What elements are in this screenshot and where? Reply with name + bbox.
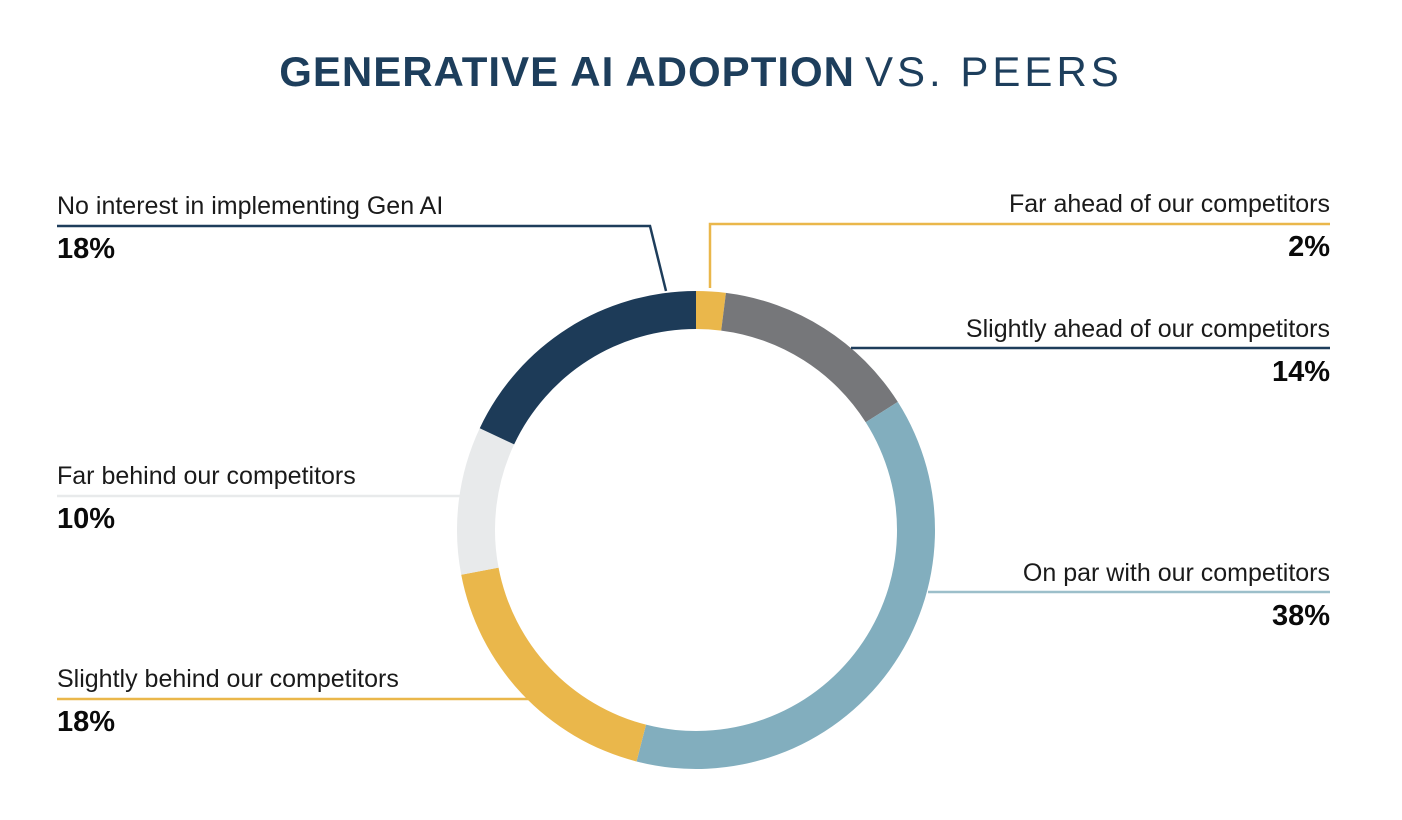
leader-line-no-interest bbox=[57, 224, 668, 292]
donut-segment-far-behind bbox=[457, 428, 515, 575]
page-title: GENERATIVE AI ADOPTION VS. PEERS bbox=[0, 48, 1402, 96]
leader-line-far-ahead bbox=[708, 222, 1330, 288]
page-title-suffix: VS. PEERS bbox=[865, 48, 1123, 95]
donut-segment-far-ahead bbox=[696, 291, 726, 331]
donut-segment-slightly-ahead bbox=[721, 292, 898, 423]
donut-segment-on-par bbox=[636, 401, 935, 769]
donut-segment-slightly-behind bbox=[461, 567, 647, 762]
page-title-main: GENERATIVE AI ADOPTION bbox=[279, 48, 856, 95]
donut-segment-no-interest bbox=[479, 291, 696, 445]
